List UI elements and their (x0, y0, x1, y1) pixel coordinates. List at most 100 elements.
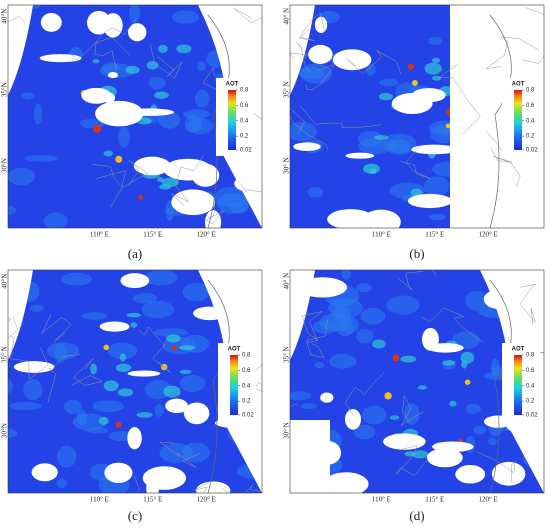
boundary (170, 155, 204, 206)
boundary (476, 451, 516, 484)
aot-patch (355, 283, 373, 293)
aot-patch (336, 321, 354, 337)
aot-patch (390, 415, 400, 420)
aot-patch (400, 355, 417, 363)
boundary (396, 444, 429, 476)
aot-patch (9, 402, 42, 411)
coastline (207, 279, 230, 493)
map-area (290, 5, 544, 228)
no-data (323, 472, 369, 493)
colorbar-tick-label: 0.2 (526, 399, 535, 405)
aot-patch (29, 304, 45, 312)
aot-patch (132, 293, 158, 304)
map-frame (7, 4, 263, 229)
aot-patch (56, 478, 68, 489)
lat-label: 35° N (283, 346, 291, 363)
coastline (207, 14, 230, 228)
aot-patch (362, 163, 380, 174)
no-data (477, 121, 489, 139)
aot-patch (388, 139, 398, 151)
aot-patch (365, 63, 376, 76)
coastline (489, 14, 512, 228)
no-data (411, 144, 458, 155)
boundary (490, 148, 521, 187)
aot-patch (194, 89, 210, 108)
lat-label: 35°N (1, 82, 9, 97)
colorbar-tick-label: 0.02 (242, 413, 254, 419)
aot-patch (56, 445, 77, 468)
aot-hotspot (464, 379, 471, 385)
aot-patch (118, 126, 131, 148)
no-data (120, 273, 150, 289)
no-data (315, 441, 342, 465)
no-data (383, 433, 426, 450)
aot-patch (299, 66, 325, 80)
no-data (163, 158, 213, 181)
colorbar-tick-label: 0.02 (526, 413, 538, 419)
no-data (104, 462, 133, 484)
boundary (301, 311, 323, 344)
aot-patch (158, 111, 181, 129)
aot-patch (373, 135, 389, 140)
aot-patch (424, 62, 442, 75)
no-data (234, 174, 262, 193)
no-data (308, 44, 333, 64)
coastline (489, 279, 512, 493)
no-data (345, 152, 375, 159)
no-data (171, 189, 216, 216)
colorbar-tick-label: 0.8 (240, 88, 249, 94)
aot-patch (353, 424, 376, 440)
lat-label: 35° N (1, 346, 9, 363)
no-data (146, 477, 159, 493)
boundary (221, 485, 262, 493)
aot-hotspot (392, 354, 400, 362)
lon-label: 120° E (196, 496, 215, 504)
colorbar-tick-label: 0.4 (526, 383, 535, 389)
aot-patch (130, 322, 138, 328)
aot-patch (141, 300, 175, 319)
aot-patch (144, 270, 178, 286)
colorbar (228, 90, 236, 150)
aot-patch (117, 388, 134, 397)
aot-patch (43, 212, 68, 228)
lat-label: 35° N (283, 81, 291, 98)
boundary (398, 270, 437, 291)
aot-patch (136, 412, 153, 418)
caption: (c) (128, 508, 142, 523)
aot-patch (107, 342, 138, 360)
no-data (426, 448, 463, 468)
no-data (247, 303, 262, 327)
aot-patch (146, 61, 159, 70)
no-data (193, 306, 227, 321)
boundary (133, 475, 140, 493)
boundary (306, 319, 328, 358)
lon-label: 115° E (425, 496, 444, 504)
no-data (81, 87, 112, 104)
aot-patch (404, 403, 420, 425)
boundary (298, 12, 325, 41)
aot-patch (148, 77, 166, 90)
caption: (a) (128, 246, 142, 261)
colorbar-tick-label: 0.2 (240, 134, 249, 140)
aot-patch (81, 312, 108, 320)
aot-hotspot (445, 123, 451, 129)
aot-patch (92, 59, 100, 64)
boundary (233, 7, 262, 24)
colorbar-title: AOT (512, 347, 525, 353)
lon-label: 110° E (90, 231, 109, 239)
aot-patch (341, 270, 352, 280)
aot-patch (92, 400, 125, 413)
aot-patch (290, 121, 317, 142)
aot-patch (314, 361, 325, 369)
boundary (344, 372, 385, 416)
no-data (107, 72, 119, 79)
aot-patch (154, 91, 169, 99)
boundary (8, 16, 26, 23)
aot-patch (161, 177, 179, 188)
colorbar-tick-label: 0.2 (242, 399, 251, 405)
no-data (483, 289, 513, 309)
no-data (320, 392, 334, 403)
colorbar (514, 90, 522, 150)
lon-label: 120° E (478, 231, 497, 239)
